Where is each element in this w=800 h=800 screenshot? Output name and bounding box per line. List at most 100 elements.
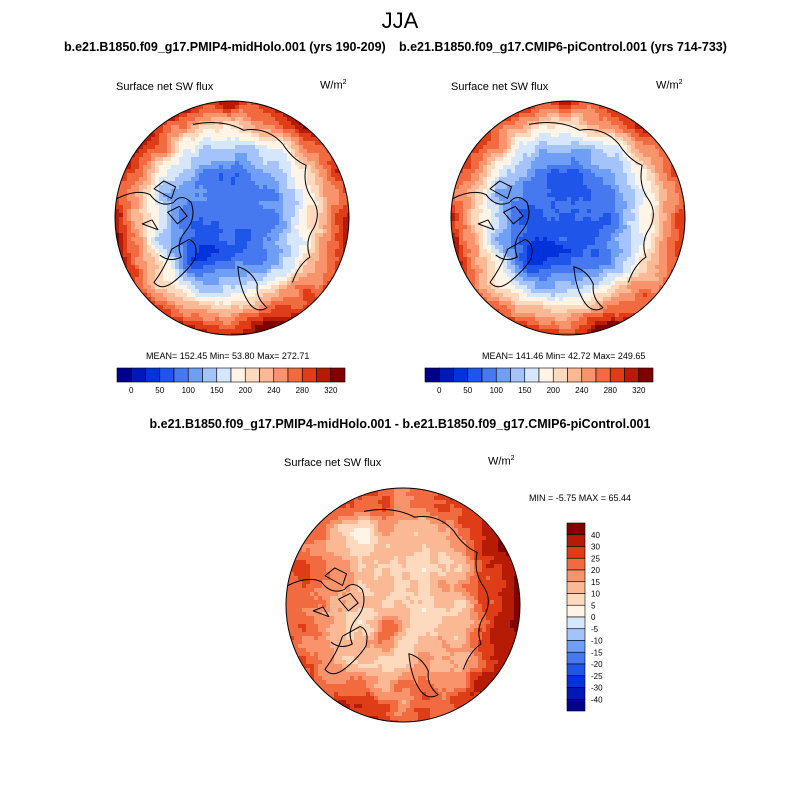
colorbar-box [566, 569, 586, 583]
colorbar-tick-label: -25 [591, 672, 603, 681]
variable-label-right: Surface net SW flux [451, 81, 549, 93]
colorbar-tick-label: 240 [575, 386, 589, 395]
colorbar-tick-label: 280 [604, 386, 618, 395]
colorbar-tick-label: 100 [490, 386, 504, 395]
coastline-islands [312, 567, 359, 618]
colorbar-tick-label: 200 [239, 386, 253, 395]
coastline-scandinavia [573, 266, 604, 311]
coastline-eurasia [528, 121, 654, 283]
colorbar-box [566, 522, 586, 536]
colorbar-box [316, 367, 332, 383]
colorbar-box [566, 663, 586, 677]
colorbar-tick-label: 320 [324, 386, 338, 395]
colorbar-tick-label: 100 [182, 386, 196, 395]
colorbar-tick-label: 30 [591, 543, 600, 552]
colorbar-tick-label: -15 [591, 648, 603, 657]
coastline-scandinavia [237, 266, 268, 311]
colorbar-box [595, 367, 611, 383]
colorbar-box [566, 640, 586, 653]
colorbar-box [116, 367, 132, 383]
polar-map-1 [450, 100, 686, 336]
colorbar-box [467, 367, 483, 383]
colorbar-tick-label: 25 [591, 554, 600, 563]
colorbar-box [202, 367, 218, 383]
colorbar-left: 0 50 100 150 200 240 280 320 [116, 367, 346, 395]
difference-title: b.e21.B1850.f09_g17.PMIP4-midHolo.001 - … [149, 417, 651, 431]
colorbar-box [301, 367, 317, 383]
colorbar-tick-label: 0 [591, 613, 596, 622]
coastline-islands [477, 180, 524, 231]
colorbar-tick-label: 280 [296, 386, 310, 395]
colorbar-box [566, 593, 586, 606]
stats-diff: MIN = -5.75 MAX = 65.44 [529, 493, 632, 503]
coastline-north-america [116, 191, 194, 260]
colorbar-box [330, 367, 346, 383]
colorbar-box [566, 651, 586, 665]
colorbar-tick-label: 5 [591, 601, 596, 610]
map-border [114, 100, 350, 336]
colorbar-box [481, 367, 497, 383]
colorbar-box [566, 546, 586, 559]
colorbar-tick-label: 15 [591, 578, 600, 587]
colorbar-tick-label: 40 [591, 531, 600, 540]
colorbar-tick-label: 50 [463, 386, 472, 395]
colorbar-box [244, 367, 260, 383]
units-right: W/m2 [656, 79, 683, 92]
map-border [450, 100, 686, 336]
colorbar-box [566, 616, 586, 630]
polar-map-2 [285, 487, 521, 723]
colorbar-box [638, 367, 654, 383]
colorbar-box [566, 698, 586, 712]
season-title: JJA [381, 8, 419, 33]
colorbar-box [424, 367, 440, 383]
coastline-north-america [452, 191, 530, 260]
colorbar-box [566, 675, 586, 688]
colorbar-box [495, 367, 511, 383]
coastline-eurasia [192, 121, 318, 283]
colorbar-box [566, 557, 586, 571]
colorbar-tick-label: -20 [591, 660, 603, 669]
colorbar-tick-label: 150 [518, 386, 532, 395]
variable-label-diff: Surface net SW flux [284, 457, 382, 469]
coastline-north-america [287, 578, 365, 647]
variable-label-left: Surface net SW flux [116, 81, 214, 93]
colorbar-box [510, 367, 526, 383]
colorbar-box [273, 367, 289, 383]
colorbar-diff: 40 30 25 20 15 10 5 0 -5 -10 -15 -20 -25 -30 -40 [566, 522, 603, 712]
colorbar-box [453, 367, 469, 383]
colorbar-tick-label: -40 [591, 695, 603, 704]
coastline-scandinavia [408, 653, 439, 698]
colorbar-box [438, 367, 454, 383]
colorbar-box [552, 367, 568, 383]
coastline-greenland [324, 625, 368, 675]
colorbar-box [145, 367, 161, 383]
colorbar-box [524, 367, 540, 383]
colorbar-box [609, 367, 625, 383]
colorbar-tick-label: -10 [591, 637, 603, 646]
colorbar-box [567, 367, 583, 383]
stats-right: MEAN= 141.46 Min= 42.72 Max= 249.65 [482, 351, 646, 361]
colorbar-box [566, 628, 586, 641]
colorbar-tick-label: 20 [591, 566, 600, 575]
units-diff: W/m2 [488, 455, 515, 468]
colorbar-tick-label: 320 [632, 386, 646, 395]
colorbar-box [566, 534, 586, 547]
colorbar-box [538, 367, 554, 383]
colorbar-box [159, 367, 175, 383]
polar-map-0 [114, 100, 350, 336]
map-border [285, 487, 521, 723]
coastline-eurasia [363, 508, 489, 670]
colorbar-tick-label: 150 [210, 386, 224, 395]
coastline-greenland [489, 238, 533, 288]
colorbar-box [581, 367, 597, 383]
coastline-greenland [153, 238, 197, 288]
colorbar-right: 0 50 100 150 200 240 280 320 [424, 367, 654, 395]
colorbar-tick-label: 50 [155, 386, 164, 395]
colorbar-box [259, 367, 275, 383]
colorbar-box [230, 367, 246, 383]
colorbar-tick-label: 10 [591, 590, 600, 599]
colorbar-box [566, 581, 586, 594]
colorbar-box [173, 367, 189, 383]
colorbar-box [566, 604, 586, 618]
